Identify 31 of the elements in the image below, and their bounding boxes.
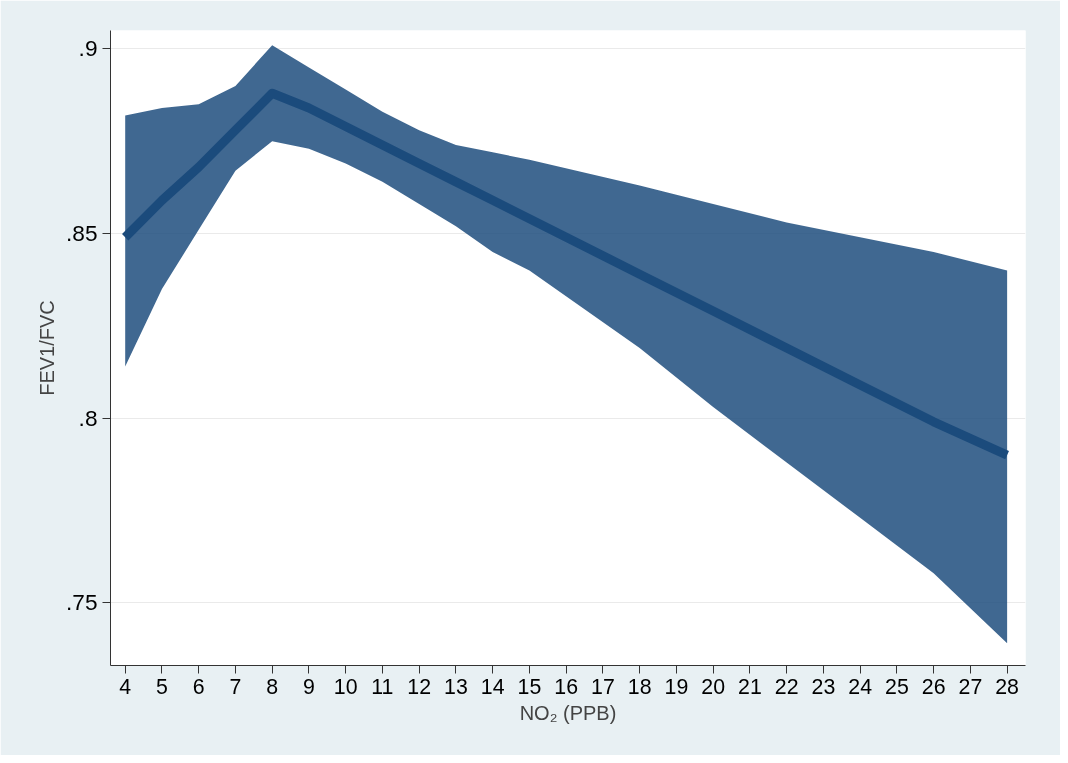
x-tick-label: 22 [774,674,799,699]
x-tick-label: 27 [958,674,983,699]
x-tick-label: 17 [591,674,615,699]
x-tick-label: 20 [701,674,726,699]
x-axis-title: NO₂ (PPB) [519,701,617,724]
x-tick-label: 24 [848,674,873,699]
y-tick-label: .85 [66,220,98,247]
x-tick-label: 8 [266,674,279,699]
x-tick-label: 18 [627,674,652,699]
x-tick-label: 23 [811,674,836,699]
x-tick-label: 28 [995,674,1019,699]
x-tick-label: 6 [192,674,205,699]
x-tick-label: 21 [738,674,762,699]
x-tick-label: 15 [517,674,542,699]
x-tick-label: 16 [554,674,579,699]
x-tick-label: 19 [664,674,689,699]
x-tick-label: 10 [333,674,358,699]
x-tick-label: 14 [480,674,505,699]
y-tick-label: .9 [78,35,98,62]
x-tick-label: 26 [921,674,946,699]
x-tick-label: 13 [444,674,468,699]
x-tick-label: 25 [885,674,909,699]
y-axis-title: FEV1/FVC [36,300,58,396]
y-tick-label: .75 [66,589,98,616]
x-tick-label: 4 [119,674,132,699]
y-tick-label: .8 [78,404,98,431]
x-tick-label: 9 [303,674,315,699]
x-tick-label: 5 [156,674,168,699]
x-tick-label: 7 [229,674,242,699]
x-tick-label: 11 [371,674,394,699]
x-tick-label: 12 [407,674,432,699]
